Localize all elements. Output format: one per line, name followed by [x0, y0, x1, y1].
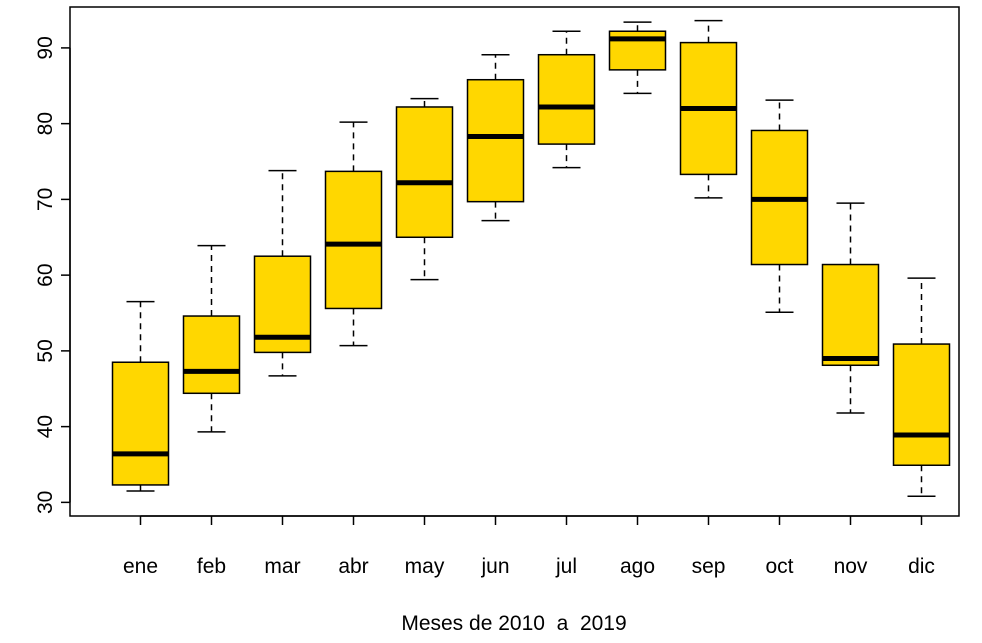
x-tick-label-nov: nov — [834, 555, 868, 578]
x-tick-label-dic: dic — [908, 555, 935, 578]
x-axis: ene feb mar abr may jun jul ago sep oct nov dic — [123, 515, 935, 578]
y-tick-label: 90 — [34, 36, 57, 59]
box-jul — [537, 30, 596, 169]
box-abr — [324, 121, 383, 347]
box-dic — [892, 277, 951, 498]
x-tick-label-may: may — [405, 555, 445, 578]
box-iqr — [111, 361, 170, 486]
box-ene — [111, 300, 170, 492]
x-tick-label-jul: jul — [555, 555, 577, 578]
box-feb — [182, 244, 241, 433]
x-tick-label-mar: mar — [264, 555, 300, 578]
y-tick-label: 60 — [34, 263, 57, 286]
box-nov — [821, 202, 880, 414]
x-tick-label-jun: jun — [480, 555, 509, 578]
box-oct — [750, 99, 809, 313]
box-sep — [679, 19, 738, 199]
y-tick-label: 80 — [34, 112, 57, 135]
x-axis-title: Meses de 2010 a 2019 — [401, 612, 626, 635]
y-tick-label: 30 — [34, 491, 57, 514]
y-tick-label: 70 — [34, 188, 57, 211]
box-layer — [111, 19, 951, 498]
box-iqr — [395, 106, 454, 239]
y-axis: 30 40 50 60 70 80 90 — [34, 36, 71, 514]
x-tick-label-ago: ago — [620, 555, 655, 578]
x-tick-label-oct: oct — [765, 555, 793, 578]
y-tick-label: 40 — [34, 415, 57, 438]
x-tick-label-ene: ene — [123, 555, 158, 578]
box-may — [395, 97, 454, 281]
x-tick-label-sep: sep — [692, 555, 726, 578]
box-mar — [253, 169, 312, 377]
box-iqr — [182, 315, 241, 395]
box-iqr — [892, 343, 951, 467]
y-tick-label: 50 — [34, 339, 57, 362]
x-tick-label-feb: feb — [197, 555, 226, 578]
x-tick-label-abr: abr — [338, 555, 368, 578]
box-iqr — [821, 263, 880, 367]
box-iqr — [537, 53, 596, 145]
box-iqr — [324, 170, 383, 310]
box-jun — [466, 53, 525, 222]
box-ago — [608, 21, 667, 95]
box-iqr — [466, 78, 525, 203]
